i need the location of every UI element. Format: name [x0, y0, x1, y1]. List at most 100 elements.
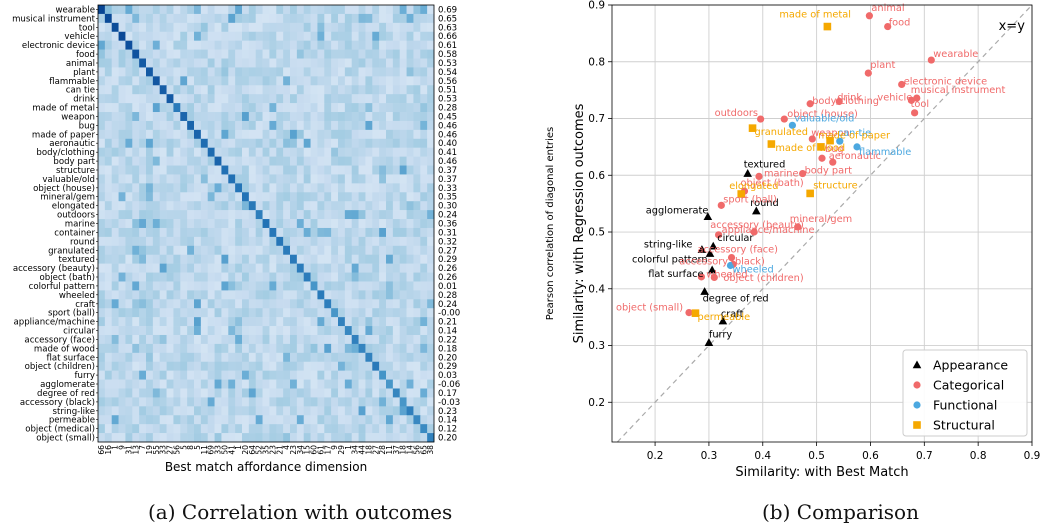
- heatmap-cell: [392, 67, 401, 77]
- heatmap-cell: [399, 388, 407, 398]
- heatmap-cell: [372, 103, 380, 113]
- heatmap-cell: [146, 415, 154, 425]
- heatmap-cell: [324, 254, 332, 264]
- heatmap-cell: [180, 219, 188, 229]
- heatmap-cell: [365, 397, 373, 407]
- heatmap-cell: [331, 245, 339, 256]
- heatmap-cell: [413, 94, 421, 104]
- heatmap-cell: [166, 49, 174, 59]
- heatmap-cell: [406, 85, 414, 95]
- heatmap-cell: [310, 40, 318, 50]
- heatmap-cell: [166, 13, 174, 24]
- heatmap-cell: [310, 326, 318, 336]
- heatmap-cell: [228, 343, 236, 354]
- heatmap-cell: [399, 5, 407, 15]
- heatmap-cell: [255, 272, 263, 282]
- heatmap-cell: [98, 236, 106, 247]
- heatmap-cell: [344, 379, 353, 389]
- heatmap-cell: [331, 22, 339, 33]
- heatmap-cell: [386, 379, 394, 389]
- heatmap-cell: [228, 272, 236, 282]
- heatmap-cell: [146, 58, 154, 68]
- heatmap-cell: [303, 272, 311, 282]
- diagonal-reference-line: [616, 4, 1033, 443]
- heatmap-cell: [331, 120, 339, 131]
- heatmap-cell: [317, 120, 325, 131]
- heatmap-cell: [420, 290, 428, 300]
- heatmap-cell: [214, 334, 222, 345]
- heatmap-cell: [194, 5, 202, 15]
- heatmap-cell: [283, 326, 291, 336]
- heatmap-cell: [98, 210, 106, 220]
- heatmap-x-tick-label: 64: [248, 445, 257, 455]
- heatmap-cell: [269, 85, 277, 95]
- heatmap-cell: [386, 361, 394, 371]
- heatmap-cell: [200, 299, 209, 309]
- heatmap-cell: [214, 156, 222, 166]
- heatmap-cell: [269, 67, 277, 77]
- heatmap-cell: [104, 352, 113, 363]
- heatmap-cell: [255, 49, 263, 59]
- heatmap-cell: [194, 13, 202, 24]
- heatmap-cell: [379, 22, 387, 33]
- heatmap-cell: [303, 236, 311, 247]
- heatmap-cell: [139, 379, 147, 389]
- heatmap-diagonal-value: 0.14: [438, 327, 457, 337]
- heatmap-cell: [111, 254, 119, 264]
- heatmap-cell: [283, 138, 291, 148]
- heatmap-cell: [98, 22, 106, 33]
- heatmap-cell: [166, 317, 174, 327]
- heatmap-cell: [207, 219, 215, 229]
- heatmap-cell: [338, 272, 346, 282]
- heatmap-cell: [290, 31, 298, 41]
- heatmap-cell: [180, 361, 188, 371]
- heatmap-cell: [317, 254, 325, 264]
- heatmap-cell: [125, 415, 133, 425]
- heatmap-cell: [180, 147, 188, 157]
- heatmap-cell: [379, 290, 387, 300]
- heatmap-cell: [221, 352, 229, 363]
- heatmap-cell: [276, 263, 284, 273]
- heatmap-cell: [406, 201, 414, 211]
- scatter-point-label: body/clothing: [812, 96, 879, 107]
- heatmap-cell: [228, 31, 236, 41]
- legend-entry-label: Appearance: [933, 358, 1008, 373]
- heatmap-cell: [262, 406, 270, 416]
- heatmap-cell: [276, 281, 284, 291]
- heatmap-cell: [180, 334, 188, 345]
- heatmap-cell: [159, 58, 167, 68]
- heatmap-cell: [324, 5, 332, 15]
- heatmap-cell: [132, 317, 140, 327]
- heatmap-cell: [303, 183, 311, 193]
- heatmap-cell: [166, 210, 174, 220]
- heatmap-cell: [406, 129, 414, 140]
- heatmap-cell: [125, 254, 133, 264]
- heatmap-cell: [399, 31, 407, 41]
- heatmap-cell: [365, 227, 373, 238]
- heatmap-cell: [317, 76, 325, 86]
- heatmap-cell: [296, 210, 305, 220]
- heatmap-cell: [187, 174, 195, 184]
- heatmap-cell: [365, 272, 373, 282]
- heatmap-cell: [173, 388, 181, 398]
- heatmap-cell: [351, 308, 359, 318]
- heatmap-cell: [296, 192, 305, 202]
- heatmap-cell: [365, 67, 373, 77]
- heatmap-cell: [420, 85, 428, 95]
- heatmap-cell: [372, 210, 380, 220]
- heatmap-cell: [187, 433, 195, 443]
- heatmap-cell: [427, 5, 435, 15]
- heatmap-cell: [166, 67, 174, 77]
- heatmap-cell: [248, 263, 257, 273]
- heatmap-cell: [386, 290, 394, 300]
- heatmap-cell: [214, 103, 222, 113]
- heatmap-cell: [269, 58, 277, 68]
- heatmap-cell: [221, 433, 229, 443]
- heatmap-cell: [338, 94, 346, 104]
- heatmap-cell: [262, 317, 270, 327]
- heatmap-cell: [303, 415, 311, 425]
- heatmap-cell: [207, 22, 215, 33]
- heatmap-cell: [248, 112, 257, 122]
- heatmap-cell: [111, 5, 119, 15]
- scatter-point-label: made of wood: [775, 143, 845, 154]
